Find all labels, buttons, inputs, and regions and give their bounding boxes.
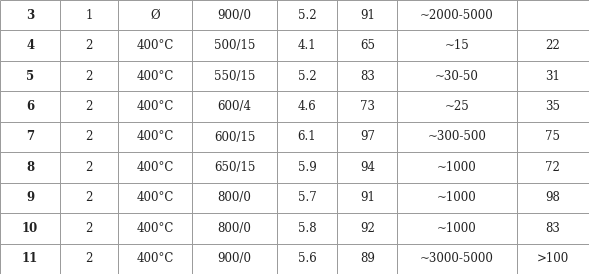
Text: 75: 75 [545, 130, 560, 144]
Text: 83: 83 [545, 222, 560, 235]
Text: ~3000-5000: ~3000-5000 [420, 252, 494, 265]
Text: ~30-50: ~30-50 [435, 70, 479, 83]
Text: 6: 6 [26, 100, 34, 113]
Text: ~2000-5000: ~2000-5000 [420, 9, 494, 22]
Text: 5.2: 5.2 [297, 9, 316, 22]
Text: 5.6: 5.6 [297, 252, 316, 265]
Text: 73: 73 [360, 100, 375, 113]
Text: 400°C: 400°C [137, 252, 174, 265]
Text: 1: 1 [85, 9, 93, 22]
Text: 7: 7 [26, 130, 34, 144]
Text: 97: 97 [360, 130, 375, 144]
Text: 900/0: 900/0 [217, 252, 252, 265]
Text: 2: 2 [85, 130, 93, 144]
Text: 400°C: 400°C [137, 191, 174, 204]
Text: 2: 2 [85, 39, 93, 52]
Text: 800/0: 800/0 [217, 191, 252, 204]
Text: ~300-500: ~300-500 [428, 130, 487, 144]
Text: 400°C: 400°C [137, 222, 174, 235]
Text: 89: 89 [360, 252, 375, 265]
Text: 98: 98 [545, 191, 560, 204]
Text: >100: >100 [537, 252, 569, 265]
Text: 600/15: 600/15 [214, 130, 255, 144]
Text: 65: 65 [360, 39, 375, 52]
Text: 5.8: 5.8 [297, 222, 316, 235]
Text: 400°C: 400°C [137, 39, 174, 52]
Text: ~25: ~25 [445, 100, 469, 113]
Text: 4.6: 4.6 [297, 100, 316, 113]
Text: 2: 2 [85, 252, 93, 265]
Text: ~1000: ~1000 [437, 222, 477, 235]
Text: 6.1: 6.1 [297, 130, 316, 144]
Text: 900/0: 900/0 [217, 9, 252, 22]
Text: 400°C: 400°C [137, 130, 174, 144]
Text: 650/15: 650/15 [214, 161, 255, 174]
Text: 94: 94 [360, 161, 375, 174]
Text: 400°C: 400°C [137, 70, 174, 83]
Text: 31: 31 [545, 70, 560, 83]
Text: ~1000: ~1000 [437, 161, 477, 174]
Text: 400°C: 400°C [137, 161, 174, 174]
Text: 2: 2 [85, 100, 93, 113]
Text: Ø: Ø [150, 9, 160, 22]
Text: 35: 35 [545, 100, 560, 113]
Text: 3: 3 [26, 9, 34, 22]
Text: 800/0: 800/0 [217, 222, 252, 235]
Text: 5.7: 5.7 [297, 191, 316, 204]
Text: 22: 22 [545, 39, 560, 52]
Text: 600/4: 600/4 [217, 100, 252, 113]
Text: 8: 8 [26, 161, 34, 174]
Text: 92: 92 [360, 222, 375, 235]
Text: 2: 2 [85, 70, 93, 83]
Text: ~15: ~15 [445, 39, 469, 52]
Text: 11: 11 [22, 252, 38, 265]
Text: 2: 2 [85, 161, 93, 174]
Text: 400°C: 400°C [137, 100, 174, 113]
Text: 550/15: 550/15 [214, 70, 255, 83]
Text: 72: 72 [545, 161, 560, 174]
Text: 10: 10 [22, 222, 38, 235]
Text: 83: 83 [360, 70, 375, 83]
Text: 2: 2 [85, 222, 93, 235]
Text: 5.9: 5.9 [297, 161, 316, 174]
Text: 9: 9 [26, 191, 34, 204]
Text: 4: 4 [26, 39, 34, 52]
Text: 4.1: 4.1 [297, 39, 316, 52]
Text: 5.2: 5.2 [297, 70, 316, 83]
Text: 91: 91 [360, 191, 375, 204]
Text: 500/15: 500/15 [214, 39, 255, 52]
Text: 5: 5 [26, 70, 34, 83]
Text: ~1000: ~1000 [437, 191, 477, 204]
Text: 2: 2 [85, 191, 93, 204]
Text: 91: 91 [360, 9, 375, 22]
